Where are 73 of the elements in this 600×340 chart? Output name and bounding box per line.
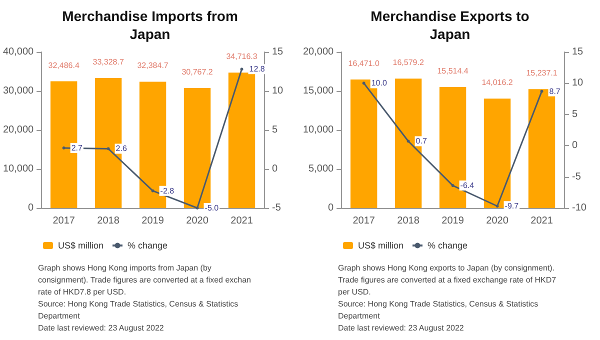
legend-label: % change: [428, 240, 468, 250]
data-label: 0.7: [416, 136, 428, 146]
legend-label: US$ million: [358, 240, 404, 250]
legend-label: % change: [128, 240, 168, 250]
y2-tick-label: 10: [272, 86, 284, 96]
text: Graph shows Hong Kong exports to Japan (by consignment). Trade figures are converted at a fixed exchange rate of HKD7 per USD.: [338, 264, 558, 296]
data-label: 16,471.0: [348, 59, 380, 68]
text: Date last reviewed: 23 August 2022: [338, 324, 464, 332]
y-tick-label: 0: [28, 202, 34, 214]
y-tick-label: 20,000: [2, 124, 34, 136]
y-tick-label: 20,000: [302, 46, 334, 58]
y2-tick-label: 0: [272, 164, 278, 174]
y2-tick-label: -10: [572, 202, 587, 214]
y-tick-label: 40,000: [2, 46, 34, 58]
bar: [228, 72, 256, 208]
point: [151, 189, 154, 192]
data-label: -9.7: [504, 202, 520, 211]
y2-tick-label: -5: [272, 202, 282, 214]
text: Graph shows Hong Kong imports from Japan (by consignment). Trade figures are converted at a fixed exchan rate of HKD7.8 per USD.: [38, 264, 254, 296]
source-note: Source: Hong Kong Trade Statistics, Census & Statistics Department: [338, 300, 540, 320]
data-label: 34,716.3: [226, 52, 258, 62]
x-tick-label: 2021: [530, 216, 554, 226]
y2-tick-label: 5: [572, 108, 578, 120]
text: Date last reviewed: 23 August 2022: [38, 324, 164, 332]
data-label: 30,767.2: [182, 68, 214, 77]
data-label: 33,328.7: [92, 58, 124, 67]
y-tick-label: 10,000: [2, 164, 34, 174]
x-tick-label: 2018: [397, 216, 420, 226]
x-tick-label: 2020: [486, 216, 509, 226]
x-tick-label: 2019: [442, 216, 464, 226]
point: [362, 82, 366, 85]
point: [406, 140, 410, 143]
chart-title: Merchandise Exports to Japan: [370, 8, 530, 42]
data-label: 2.7: [71, 143, 83, 152]
point: [196, 206, 199, 210]
data-label: 10.0: [371, 78, 388, 88]
x-tick-label: 2018: [97, 216, 120, 226]
legend-label: US$ million: [58, 240, 104, 250]
y-tick-label: 10,000: [302, 124, 334, 136]
x-tick-label: 2017: [52, 216, 76, 226]
data-label: 12.8: [249, 64, 266, 74]
y2-tick-label: 15: [572, 46, 584, 58]
y-tick-label: 15,000: [302, 86, 334, 96]
y2-tick-label: 15: [272, 46, 284, 58]
point: [62, 146, 66, 150]
data-label: 32,486.4: [48, 60, 80, 70]
y-tick-label: 30,000: [2, 86, 34, 96]
line-series: [62, 68, 244, 210]
point: [106, 147, 110, 150]
data-label: -6.4: [460, 181, 475, 190]
data-label: -2.8: [160, 186, 175, 196]
data-label: 2.6: [116, 144, 128, 154]
data-label: -5.0: [204, 204, 220, 212]
x-tick-label: 2020: [186, 216, 209, 226]
source-note: Source: Hong Kong Trade Statistics, Census & Statistics Department: [38, 300, 240, 320]
data-label: 15,237.1: [526, 68, 558, 78]
data-label: 14,016.2: [482, 78, 514, 88]
y-tick-label: 5,000: [308, 164, 334, 174]
y2-tick-label: 10: [572, 78, 584, 89]
x-tick-label: 2019: [142, 216, 164, 226]
point: [496, 204, 499, 208]
data-label: 16,579.2: [392, 58, 424, 68]
data-label: 15,514.4: [437, 66, 469, 76]
chart-title: Merchandise Imports from Japan: [62, 8, 238, 42]
y2-tick-label: 5: [272, 124, 278, 136]
y2-tick-label: -5: [572, 171, 582, 182]
x-tick-label: 2017: [352, 216, 376, 226]
x-tick-label: 2021: [230, 216, 254, 226]
data-label: 8.7: [549, 86, 561, 96]
y2-tick-label: 0: [572, 140, 578, 152]
y-tick-label: 0: [328, 202, 334, 214]
point: [451, 184, 454, 188]
data-label: 32,384.7: [137, 61, 169, 70]
